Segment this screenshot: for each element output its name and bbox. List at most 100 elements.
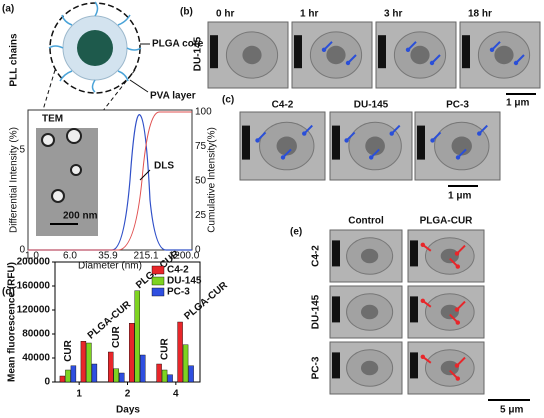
bar bbox=[119, 372, 125, 383]
arrow-head bbox=[255, 138, 260, 143]
row-label: DU-145 bbox=[193, 36, 204, 71]
axis-label: Differential Intensity (%) bbox=[9, 127, 20, 233]
y-tick-label: 50 bbox=[195, 176, 207, 187]
x-tick-label: 2 bbox=[125, 389, 131, 400]
panel-label: (a) bbox=[2, 4, 14, 15]
dls-plot bbox=[27, 109, 193, 251]
y-tick-label: 120000 bbox=[17, 305, 51, 316]
column-label: DU-145 bbox=[354, 100, 389, 111]
scale-strip bbox=[378, 35, 386, 69]
scale-strip bbox=[332, 125, 340, 160]
arrow-head bbox=[420, 298, 425, 303]
annotation: PVA layer bbox=[150, 91, 196, 102]
scale-strip bbox=[332, 296, 340, 323]
legend-swatch bbox=[151, 287, 165, 297]
column-label: 0 hr bbox=[216, 9, 234, 20]
x-tick-label: 1200.0 bbox=[169, 251, 200, 262]
annotation: 200 nm bbox=[63, 211, 98, 222]
group-label: PLGA-CUR bbox=[86, 299, 134, 342]
nucleus bbox=[360, 248, 379, 264]
nucleus bbox=[360, 360, 379, 376]
arrow-head bbox=[477, 131, 482, 136]
bar bbox=[134, 290, 140, 383]
bar bbox=[156, 363, 162, 383]
column-label: Control bbox=[348, 216, 384, 227]
arrow-head bbox=[389, 131, 394, 136]
scale-strip bbox=[242, 125, 250, 160]
panel-label: (b) bbox=[180, 7, 193, 18]
arrow-head bbox=[430, 138, 435, 143]
y-tick-label: 100 bbox=[195, 107, 212, 118]
arrow-head bbox=[454, 251, 460, 256]
bar bbox=[167, 374, 173, 383]
arrow-head bbox=[405, 47, 411, 52]
legend-label: DU-145 bbox=[167, 276, 202, 287]
legend-swatch bbox=[151, 265, 165, 275]
y-tick-label: 0 bbox=[19, 245, 25, 256]
arrow-head bbox=[345, 60, 351, 66]
x-tick-label: 1 bbox=[76, 389, 82, 400]
axis-label: Cumulative Intensity(%) bbox=[207, 127, 218, 233]
scale-label: 1 μm bbox=[506, 98, 529, 109]
x-tick-label: 215.1 bbox=[133, 251, 158, 262]
bar bbox=[86, 342, 92, 383]
panel-label: (e) bbox=[290, 227, 302, 238]
arrow-head bbox=[513, 60, 519, 66]
scale-label: 1 μm bbox=[448, 191, 471, 202]
y-tick-label: 160000 bbox=[17, 281, 51, 292]
scale-strip bbox=[294, 35, 302, 69]
scale-strip bbox=[417, 125, 425, 160]
arrow-head bbox=[369, 155, 374, 160]
bar bbox=[161, 369, 168, 383]
bar bbox=[113, 368, 119, 383]
column-label: PLGA-CUR bbox=[420, 216, 474, 227]
bar bbox=[140, 354, 146, 383]
arrow-head bbox=[454, 363, 460, 368]
bar bbox=[177, 321, 183, 383]
panel-label: (c) bbox=[222, 95, 234, 106]
legend-swatch bbox=[151, 276, 165, 286]
y-tick-label: 75 bbox=[195, 141, 207, 152]
scale-strip bbox=[210, 35, 218, 69]
scale-strip bbox=[410, 296, 418, 323]
y-tick-label: 5 bbox=[19, 145, 25, 156]
bar bbox=[129, 323, 135, 383]
axis-label: Mean fluorescence (RFU) bbox=[7, 262, 18, 382]
arrow-head bbox=[420, 354, 425, 359]
scale-strip bbox=[410, 352, 418, 379]
axis-label: Days bbox=[116, 405, 140, 416]
nucleus bbox=[242, 45, 262, 65]
x-tick-label: 4 bbox=[173, 389, 179, 400]
nucleus bbox=[410, 45, 430, 65]
panel-label: (d) bbox=[2, 287, 15, 298]
nucleus bbox=[494, 45, 514, 65]
nucleus bbox=[360, 304, 379, 320]
arrow-head bbox=[455, 320, 460, 325]
arrow-head bbox=[455, 155, 461, 160]
scale-strip bbox=[332, 240, 340, 267]
annotation: PLGA core bbox=[152, 39, 204, 50]
group-label: CUR bbox=[159, 338, 170, 360]
arrow-head bbox=[455, 376, 460, 381]
arrow-head bbox=[321, 47, 327, 52]
row-label: C4-2 bbox=[311, 245, 322, 267]
nucleus bbox=[365, 136, 385, 156]
arrow-head bbox=[429, 60, 435, 66]
group-label: CUR bbox=[63, 339, 74, 361]
bar bbox=[188, 365, 194, 383]
legend-label: C4-2 bbox=[167, 265, 189, 276]
bar bbox=[182, 344, 189, 383]
x-tick-label: 6.0 bbox=[63, 251, 77, 262]
bar bbox=[108, 351, 114, 383]
row-label: PC-3 bbox=[311, 356, 322, 379]
bar bbox=[91, 363, 98, 383]
arrow-head bbox=[454, 307, 460, 312]
arrow-head bbox=[489, 47, 495, 52]
y-tick-label: 200000 bbox=[17, 257, 51, 268]
scale-strip bbox=[410, 240, 418, 267]
bar bbox=[59, 375, 66, 383]
arrow-head bbox=[302, 131, 307, 136]
y-tick-label: 0 bbox=[44, 377, 50, 388]
scale-label: 5 μm bbox=[500, 405, 523, 416]
